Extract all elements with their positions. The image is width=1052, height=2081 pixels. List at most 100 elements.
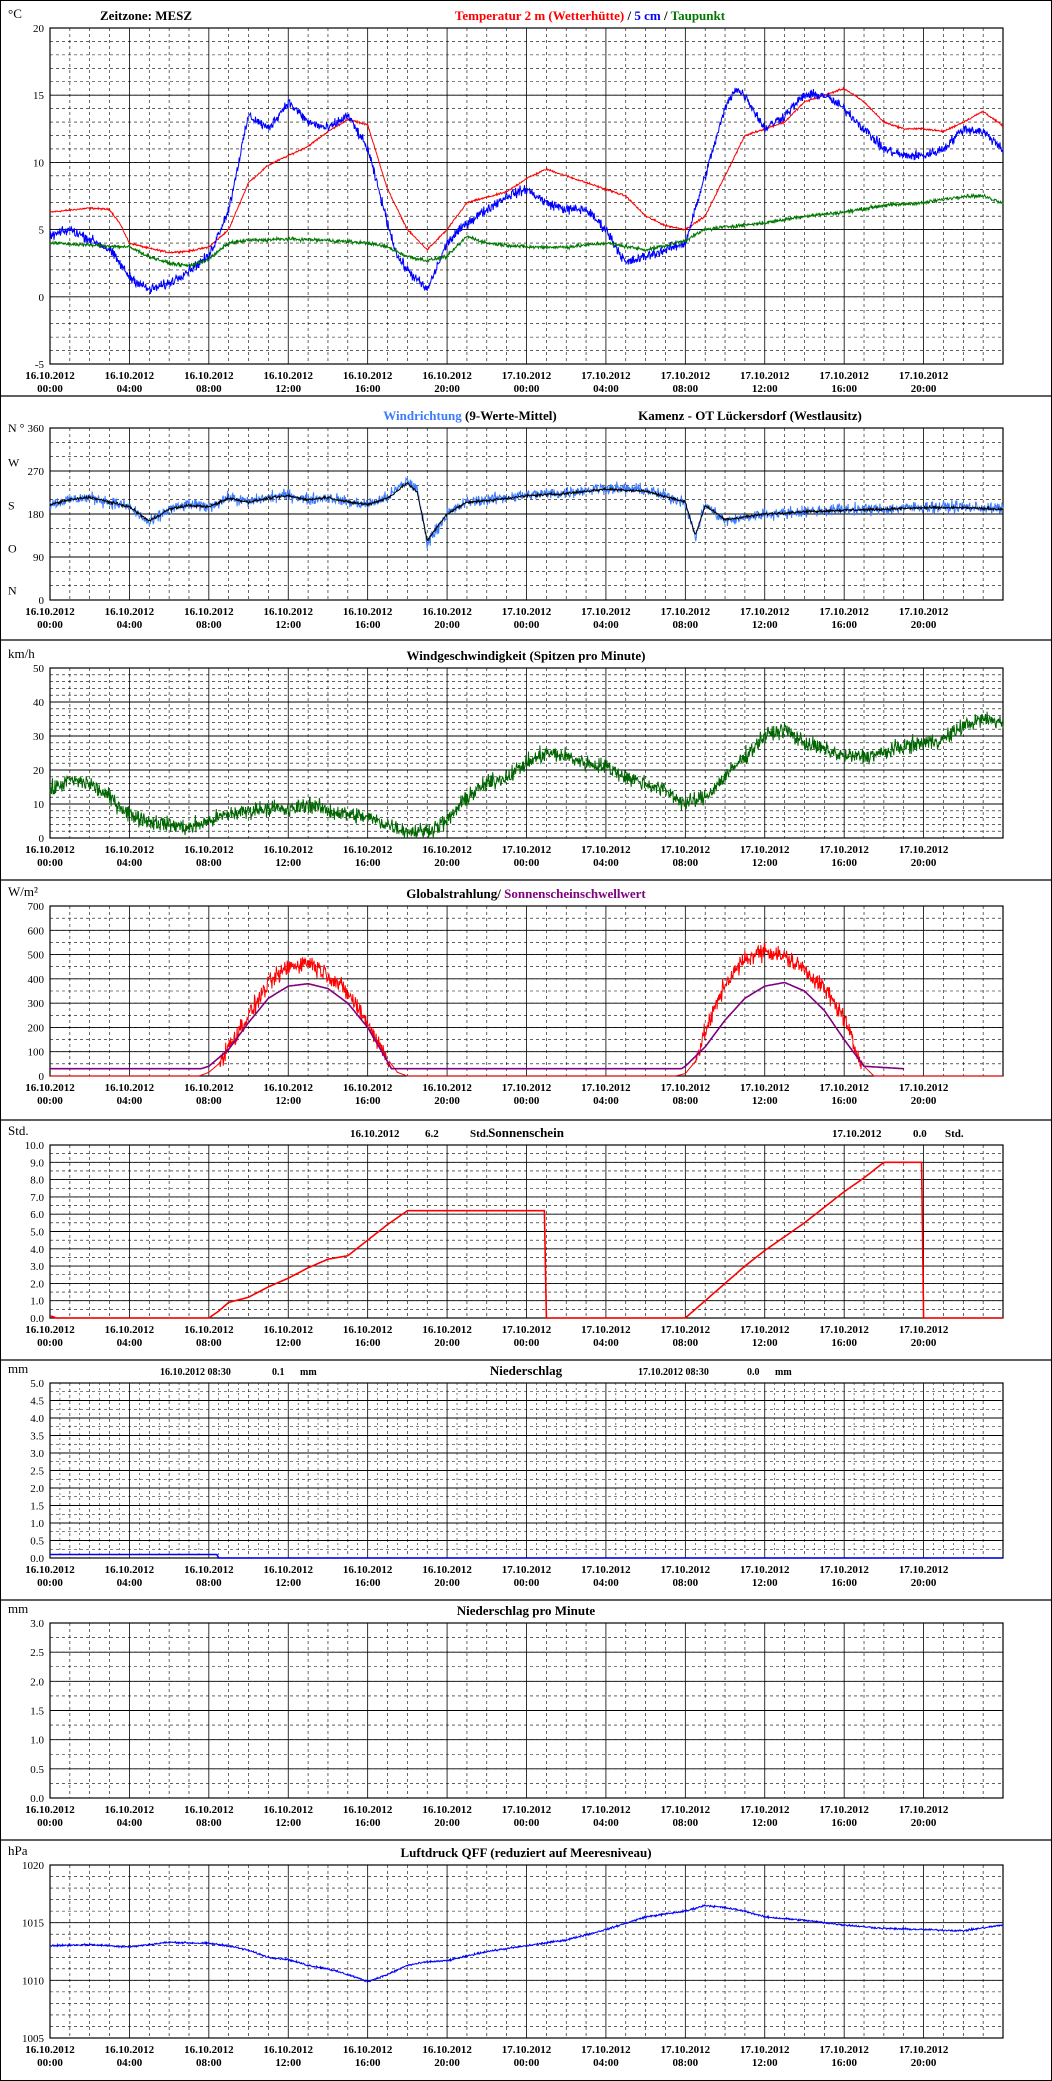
x-tick-time: 04:00 — [117, 1095, 143, 1107]
x-tick-date: 16.10.2012 — [184, 1564, 234, 1576]
series-line — [49, 1903, 1004, 1983]
y-tick-label: 90 — [33, 552, 45, 564]
x-tick-date: 17.10.2012 — [899, 1564, 949, 1576]
title-part: Sonnenscheinschwellwert — [504, 886, 646, 901]
chart-precipmin: 0.0 0.5 1.0 1.5 2.0 2.5 3.0mm Niederschlag pro … — [0, 1601, 1052, 1841]
y-tick-label: 3.0 — [30, 1261, 44, 1273]
title-part: Windrichtung — [383, 408, 462, 423]
x-tick-time: 04:00 — [593, 619, 619, 631]
y-tick-label: 0.0 — [30, 1553, 44, 1565]
x-tick-time: 08:00 — [196, 619, 222, 631]
x-tick-date: 16.10.2012 — [184, 1804, 234, 1816]
x-tick-date: 17.10.2012 — [502, 606, 552, 618]
unit-label: mm — [8, 1361, 28, 1376]
y-tick-label: 500 — [28, 950, 45, 962]
x-tick-time: 16:00 — [831, 1577, 857, 1589]
x-tick-time: 12:00 — [752, 1337, 778, 1349]
x-tick-time: 00:00 — [37, 1095, 63, 1107]
x-tick-time: 16:00 — [355, 383, 381, 395]
x-tick-time: 12:00 — [752, 1095, 778, 1107]
y-tick-label: 9.0 — [30, 1157, 44, 1169]
y-tick-label: 400 — [28, 974, 45, 986]
x-tick-time: 16:00 — [831, 1337, 857, 1349]
y-tick-label: 100 — [28, 1047, 45, 1059]
chart-windspeed: 0 10 20 30 40 50 km/h Windgeschwindigkeit (Spit… — [0, 646, 1052, 881]
x-tick-date: 16.10.2012 — [422, 844, 472, 856]
x-tick-date: 16.10.2012 — [184, 844, 234, 856]
y-tick-label: 4.0 — [30, 1413, 44, 1425]
y-tick-label: 1005 — [22, 2033, 45, 2045]
chart-title: Niederschlag — [490, 1363, 563, 1378]
x-tick-date: 16.10.2012 — [343, 844, 393, 856]
x-tick-time: 00:00 — [37, 619, 63, 631]
day-total-unit: Std. — [470, 1128, 489, 1140]
minor-grid — [50, 668, 1003, 838]
x-tick-date: 17.10.2012 — [661, 2044, 711, 2056]
title-part: Niederschlag pro Minute — [457, 1603, 596, 1618]
x-tick-time: 12:00 — [752, 1817, 778, 1829]
x-tick-date: 16.10.2012 — [25, 844, 75, 856]
x-tick-date: 16.10.2012 — [264, 1082, 314, 1094]
y-tick-label: 2.5 — [30, 1466, 44, 1478]
chart-pressure: 1005 1010 1015 1020 hPa Luftdruck QFF (reduzi… — [8, 1843, 1004, 2069]
x-tick-time: 20:00 — [911, 1817, 937, 1829]
x-tick-date: 16.10.2012 — [184, 1324, 234, 1336]
x-tick-date: 17.10.2012 — [502, 1082, 552, 1094]
x-tick-time: 08:00 — [196, 1095, 222, 1107]
y-tick-label: 2.0 — [30, 1676, 44, 1688]
x-tick-time: 12:00 — [275, 383, 301, 395]
plot-border — [49, 1622, 1004, 1799]
x-tick-time: 16:00 — [355, 619, 381, 631]
plot-border — [49, 427, 1004, 601]
x-tick-date: 16.10.2012 — [25, 1564, 75, 1576]
unit-label: mm — [8, 1601, 28, 1616]
x-tick-time: 00:00 — [514, 1095, 540, 1107]
x-tick-time: 08:00 — [672, 2057, 698, 2069]
title-part: Globalstrahlung/ — [406, 886, 504, 901]
x-tick-time: 08:00 — [672, 857, 698, 869]
title-part: Luftdruck QFF (reduziert auf Meeresnivea… — [400, 1845, 651, 1860]
unit-label: W/m² — [8, 884, 38, 899]
x-tick-time: 04:00 — [593, 1577, 619, 1589]
x-tick-date: 17.10.2012 — [581, 2044, 631, 2056]
chart-title: Luftdruck QFF (reduziert auf Meeresnivea… — [400, 1845, 651, 1860]
y-tick-label: 1.0 — [30, 1735, 44, 1747]
x-tick-date: 16.10.2012 — [264, 606, 314, 618]
x-tick-time: 00:00 — [514, 2057, 540, 2069]
x-tick-time: 20:00 — [434, 1817, 460, 1829]
y-tick-label: 10 — [33, 799, 45, 811]
day-total-value: 6.2 — [425, 1128, 439, 1140]
chart-title: Windrichtung (9-Werte-Mittel) — [383, 408, 556, 423]
x-tick-time: 00:00 — [514, 857, 540, 869]
y-tick-label: 3.0 — [30, 1448, 44, 1460]
x-tick-time: 08:00 — [196, 1817, 222, 1829]
x-tick-time: 20:00 — [911, 857, 937, 869]
x-tick-date: 17.10.2012 — [899, 2044, 949, 2056]
title-part: (9-Werte-Mittel) — [462, 408, 557, 423]
chart-title: Globalstrahlung/ Sonnenscheinschwellwert — [406, 886, 646, 901]
y-tick-label: 3.5 — [30, 1431, 44, 1443]
x-tick-time: 16:00 — [831, 2057, 857, 2069]
minor-grid — [50, 906, 1003, 1076]
y-tick-label: 2.5 — [30, 1647, 44, 1659]
y-tick-label: 0.0 — [30, 1313, 44, 1325]
x-tick-date: 17.10.2012 — [581, 1564, 631, 1576]
compass-label: N — [8, 583, 17, 597]
y-tick-label: 2.0 — [30, 1483, 44, 1495]
x-tick-date: 16.10.2012 — [25, 370, 75, 382]
x-tick-time: 12:00 — [275, 857, 301, 869]
x-tick-time: 04:00 — [117, 1817, 143, 1829]
x-tick-time: 12:00 — [275, 1577, 301, 1589]
series-line — [49, 193, 1004, 269]
x-tick-date: 17.10.2012 — [819, 370, 869, 382]
x-tick-time: 20:00 — [911, 1577, 937, 1589]
x-tick-time: 20:00 — [434, 857, 460, 869]
x-tick-date: 17.10.2012 — [502, 1564, 552, 1576]
series-line — [49, 481, 1003, 542]
y-tick-label: 20 — [33, 23, 45, 35]
x-tick-date: 17.10.2012 — [661, 370, 711, 382]
x-tick-time: 16:00 — [355, 1577, 381, 1589]
